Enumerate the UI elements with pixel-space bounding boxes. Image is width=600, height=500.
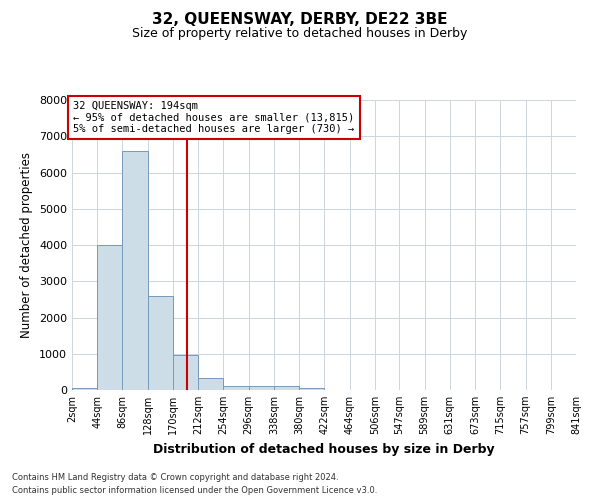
Bar [223, 386, 248, 390]
Bar [274, 386, 299, 390]
Bar [299, 388, 325, 390]
X-axis label: Distribution of detached houses by size in Derby: Distribution of detached houses by size … [153, 442, 495, 456]
Text: Contains HM Land Registry data © Crown copyright and database right 2024.: Contains HM Land Registry data © Crown c… [12, 474, 338, 482]
Text: Size of property relative to detached houses in Derby: Size of property relative to detached ho… [133, 28, 467, 40]
Y-axis label: Number of detached properties: Number of detached properties [20, 152, 34, 338]
Text: 32, QUEENSWAY, DERBY, DE22 3BE: 32, QUEENSWAY, DERBY, DE22 3BE [152, 12, 448, 28]
Bar [198, 378, 223, 390]
Bar [248, 386, 274, 390]
Bar [173, 354, 198, 390]
Bar [97, 245, 122, 390]
Text: Contains public sector information licensed under the Open Government Licence v3: Contains public sector information licen… [12, 486, 377, 495]
Bar [122, 151, 148, 390]
Text: 32 QUEENSWAY: 194sqm
← 95% of detached houses are smaller (13,815)
5% of semi-de: 32 QUEENSWAY: 194sqm ← 95% of detached h… [73, 100, 355, 134]
Bar [148, 296, 173, 390]
Bar [72, 388, 97, 390]
